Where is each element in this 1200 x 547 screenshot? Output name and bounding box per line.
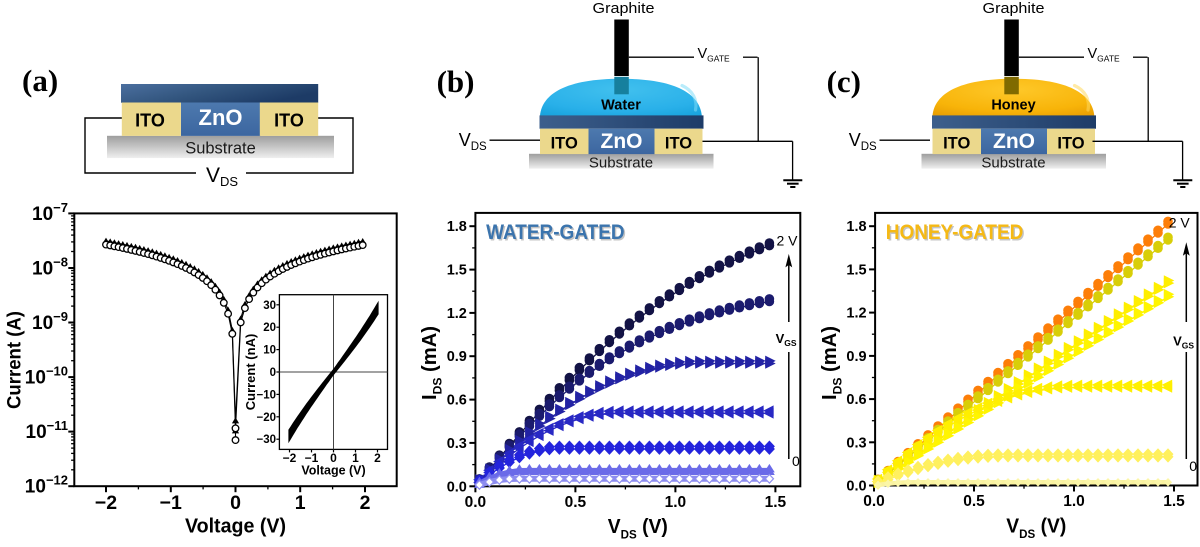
- svg-text:2: 2: [374, 451, 381, 465]
- svg-text:ZnO: ZnO: [993, 130, 1035, 153]
- svg-text:HONEY-GATED: HONEY-GATED: [886, 220, 1024, 244]
- svg-text:0: 0: [330, 451, 337, 465]
- svg-text:1.8: 1.8: [846, 219, 866, 235]
- svg-text:2 V: 2 V: [777, 233, 799, 249]
- svg-text:1: 1: [295, 492, 306, 514]
- svg-text:Graphite: Graphite: [593, 0, 655, 17]
- svg-text:0: 0: [792, 453, 800, 469]
- svg-text:ZnO: ZnO: [601, 130, 643, 153]
- svg-text:1.5: 1.5: [765, 494, 787, 511]
- svg-text:Voltage (V): Voltage (V): [185, 515, 286, 538]
- svg-text:HONEY-GATED: HONEY-GATED: [887, 221, 1024, 245]
- svg-text:Substrate: Substrate: [185, 140, 256, 158]
- svg-text:Current (nA): Current (nA): [243, 334, 258, 411]
- svg-text:ZnO: ZnO: [199, 105, 243, 130]
- svg-text:1.2: 1.2: [447, 306, 467, 322]
- svg-text:ITO: ITO: [135, 111, 165, 131]
- svg-text:ITO: ITO: [1057, 135, 1084, 153]
- svg-text:0.9: 0.9: [447, 349, 467, 365]
- svg-text:1.8: 1.8: [447, 219, 467, 235]
- svg-text:0.6: 0.6: [846, 392, 866, 408]
- svg-text:20: 20: [263, 322, 276, 334]
- svg-text:(b): (b): [437, 64, 475, 99]
- svg-text:0: 0: [270, 367, 276, 379]
- svg-text:1.5: 1.5: [447, 263, 467, 279]
- svg-text:ITO: ITO: [665, 135, 692, 153]
- svg-text:0.0: 0.0: [447, 479, 467, 495]
- svg-text:VDS (V): VDS (V): [1006, 515, 1066, 541]
- svg-text:−2: −2: [283, 451, 297, 465]
- svg-text:(a): (a): [22, 63, 58, 98]
- svg-text:0.5: 0.5: [565, 494, 587, 511]
- svg-text:ITO: ITO: [551, 135, 578, 153]
- svg-text:0.3: 0.3: [447, 436, 467, 452]
- svg-text:−10: −10: [256, 389, 276, 401]
- svg-text:VDS (V): VDS (V): [608, 516, 668, 542]
- svg-text:Substrate: Substrate: [981, 154, 1045, 171]
- svg-text:0.0: 0.0: [465, 494, 487, 511]
- svg-text:Substrate: Substrate: [589, 154, 653, 171]
- svg-text:ITO: ITO: [274, 111, 304, 131]
- svg-text:WATER-GATED: WATER-GATED: [488, 221, 627, 245]
- svg-text:Water: Water: [601, 98, 641, 114]
- svg-text:Honey: Honey: [991, 98, 1035, 114]
- svg-text:1.5: 1.5: [1163, 493, 1185, 510]
- svg-text:0: 0: [1189, 458, 1197, 474]
- svg-text:1.0: 1.0: [1063, 493, 1085, 510]
- svg-text:−1: −1: [160, 492, 182, 514]
- svg-text:30: 30: [263, 300, 276, 312]
- svg-text:1.0: 1.0: [665, 494, 687, 511]
- svg-text:10: 10: [263, 345, 276, 357]
- svg-text:0.0: 0.0: [863, 493, 885, 510]
- svg-text:2 V: 2 V: [1169, 215, 1191, 231]
- svg-text:0.9: 0.9: [846, 349, 866, 365]
- svg-text:IDS (mA): IDS (mA): [819, 326, 845, 400]
- svg-text:1.5: 1.5: [846, 262, 866, 278]
- svg-text:0.3: 0.3: [846, 435, 866, 451]
- svg-text:Graphite: Graphite: [983, 0, 1045, 17]
- svg-text:1: 1: [352, 451, 359, 465]
- svg-text:ITO: ITO: [943, 135, 970, 153]
- svg-text:2: 2: [360, 492, 371, 514]
- svg-text:−2: −2: [95, 492, 117, 514]
- svg-text:0: 0: [230, 492, 241, 514]
- svg-text:−20: −20: [256, 412, 276, 424]
- svg-text:Voltage (V): Voltage (V): [301, 464, 365, 478]
- svg-text:−1: −1: [305, 451, 319, 465]
- svg-text:0.5: 0.5: [963, 493, 985, 510]
- svg-text:1.2: 1.2: [846, 306, 866, 322]
- svg-text:−30: −30: [256, 434, 276, 446]
- svg-text:(c): (c): [827, 64, 861, 99]
- svg-text:0.6: 0.6: [447, 393, 467, 409]
- svg-text:WATER-GATED: WATER-GATED: [486, 220, 624, 244]
- svg-text:Current (A): Current (A): [4, 311, 26, 409]
- svg-text:0.0: 0.0: [846, 479, 866, 495]
- svg-text:10−8: 10−8: [32, 255, 68, 280]
